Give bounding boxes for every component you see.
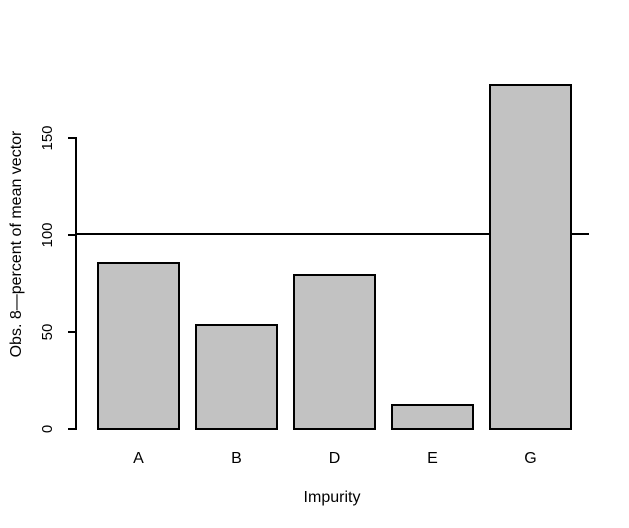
x-category-label: A bbox=[133, 450, 144, 467]
y-tick-mark bbox=[68, 137, 76, 139]
y-tick-mark bbox=[68, 428, 76, 430]
x-category-label: B bbox=[231, 450, 242, 467]
bar-D bbox=[293, 274, 376, 430]
x-category-label: G bbox=[524, 450, 537, 467]
y-tick-mark bbox=[68, 234, 76, 236]
x-category-label: E bbox=[427, 450, 438, 467]
y-tick-label: 50 bbox=[39, 323, 56, 341]
bar-E bbox=[391, 404, 474, 430]
bar-A bbox=[97, 262, 180, 430]
y-tick-mark bbox=[68, 331, 76, 333]
reference-line bbox=[76, 233, 589, 235]
y-axis-title: Obs. 8—percent of mean vector bbox=[8, 130, 25, 358]
y-tick-label: 150 bbox=[39, 125, 56, 151]
x-axis-title: Impurity bbox=[303, 489, 361, 506]
y-tick-label: 0 bbox=[39, 424, 56, 434]
y-tick-label: 100 bbox=[39, 222, 56, 248]
x-category-label: D bbox=[328, 450, 341, 467]
y-axis-line bbox=[75, 137, 77, 430]
bar-G bbox=[489, 84, 572, 430]
bar-B bbox=[195, 324, 278, 430]
